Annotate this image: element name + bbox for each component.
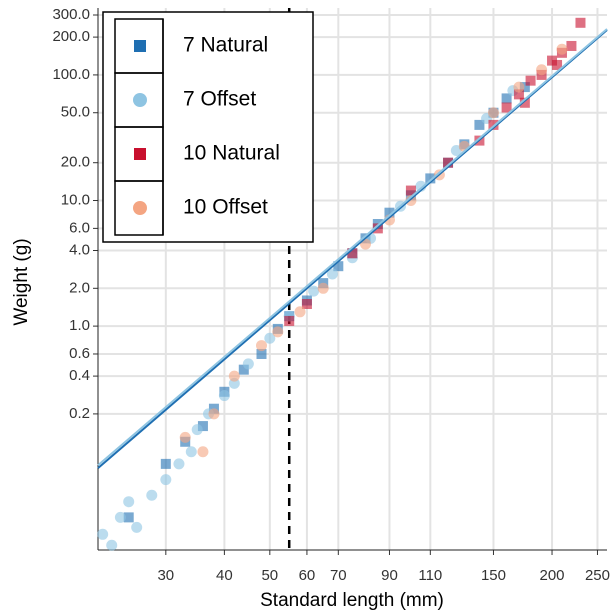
legend-label: 10 Offset <box>183 196 268 219</box>
y-tick-label: 10.0 <box>61 191 90 208</box>
point <box>326 268 338 280</box>
y-tick-label: 1.0 <box>69 317 90 334</box>
point <box>123 512 134 523</box>
point <box>123 496 135 508</box>
point <box>474 119 485 130</box>
point <box>242 358 254 370</box>
y-tick-label: 100.0 <box>52 66 90 83</box>
point <box>501 93 512 104</box>
point <box>97 528 109 540</box>
legend-symbol <box>134 148 146 160</box>
point <box>284 315 295 326</box>
point <box>228 370 240 382</box>
legend-symbol <box>133 93 147 107</box>
point <box>197 421 208 432</box>
point <box>566 40 577 51</box>
x-tick-label: 250 <box>585 567 610 584</box>
point <box>218 390 230 402</box>
point <box>301 298 312 309</box>
point <box>525 75 536 86</box>
y-tick-label: 2.0 <box>69 279 90 296</box>
y-tick-label: 4.0 <box>69 241 90 258</box>
point <box>160 474 172 486</box>
y-tick-label: 50.0 <box>61 104 90 121</box>
x-tick-label: 110 <box>418 567 442 584</box>
legend-label: 10 Natural <box>183 142 280 165</box>
x-tick-label: 40 <box>216 567 233 584</box>
point <box>179 431 191 443</box>
point <box>487 107 499 119</box>
point <box>308 285 320 297</box>
legend-label: 7 Natural <box>183 34 268 57</box>
point <box>519 97 530 108</box>
y-tick-label: 300.0 <box>52 6 90 23</box>
point <box>238 364 249 375</box>
point <box>347 248 358 259</box>
y-tick-label: 0.2 <box>69 405 90 422</box>
y-tick-label: 6.0 <box>69 219 90 236</box>
legend-label: 7 Offset <box>183 88 256 111</box>
point <box>501 102 512 113</box>
y-tick-label: 20.0 <box>61 154 90 171</box>
point <box>405 185 416 196</box>
point <box>405 195 417 207</box>
y-tick-label: 0.6 <box>69 345 90 362</box>
y-axis-title: Weight (g) <box>11 238 32 325</box>
point <box>106 539 118 551</box>
point <box>208 408 220 420</box>
point <box>264 332 276 344</box>
point <box>131 521 143 533</box>
point <box>146 489 158 501</box>
point <box>556 43 568 55</box>
x-tick-label: 50 <box>261 567 278 584</box>
fit-line <box>97 28 608 467</box>
x-tick-label: 30 <box>157 567 174 584</box>
point <box>173 458 185 470</box>
point <box>519 82 530 93</box>
x-tick-label: 150 <box>481 567 506 584</box>
point <box>488 119 499 130</box>
point <box>552 59 563 70</box>
y-tick-label: 200.0 <box>52 28 90 45</box>
x-tick-label: 60 <box>299 567 316 584</box>
point <box>256 348 267 359</box>
point <box>317 282 329 294</box>
point <box>191 424 203 436</box>
legend-symbol <box>133 201 147 215</box>
point <box>513 89 524 100</box>
point <box>185 446 197 458</box>
point <box>425 173 436 184</box>
point <box>294 306 306 318</box>
x-tick-label: 90 <box>381 567 398 584</box>
legend-symbol <box>134 40 146 52</box>
point <box>536 64 548 76</box>
point <box>384 207 395 218</box>
point <box>575 17 586 28</box>
point <box>443 157 454 168</box>
x-tick-label: 200 <box>540 567 565 584</box>
x-axis-title: Standard length (mm) <box>260 590 444 611</box>
y-tick-label: 0.4 <box>69 367 90 384</box>
point <box>272 326 284 338</box>
legend-key-box <box>114 180 164 236</box>
point <box>513 81 525 93</box>
x-tick-label: 70 <box>330 567 347 584</box>
point <box>160 458 171 469</box>
point <box>547 55 558 66</box>
point <box>256 340 268 352</box>
point <box>197 446 209 458</box>
point <box>114 511 126 523</box>
point <box>333 261 344 272</box>
